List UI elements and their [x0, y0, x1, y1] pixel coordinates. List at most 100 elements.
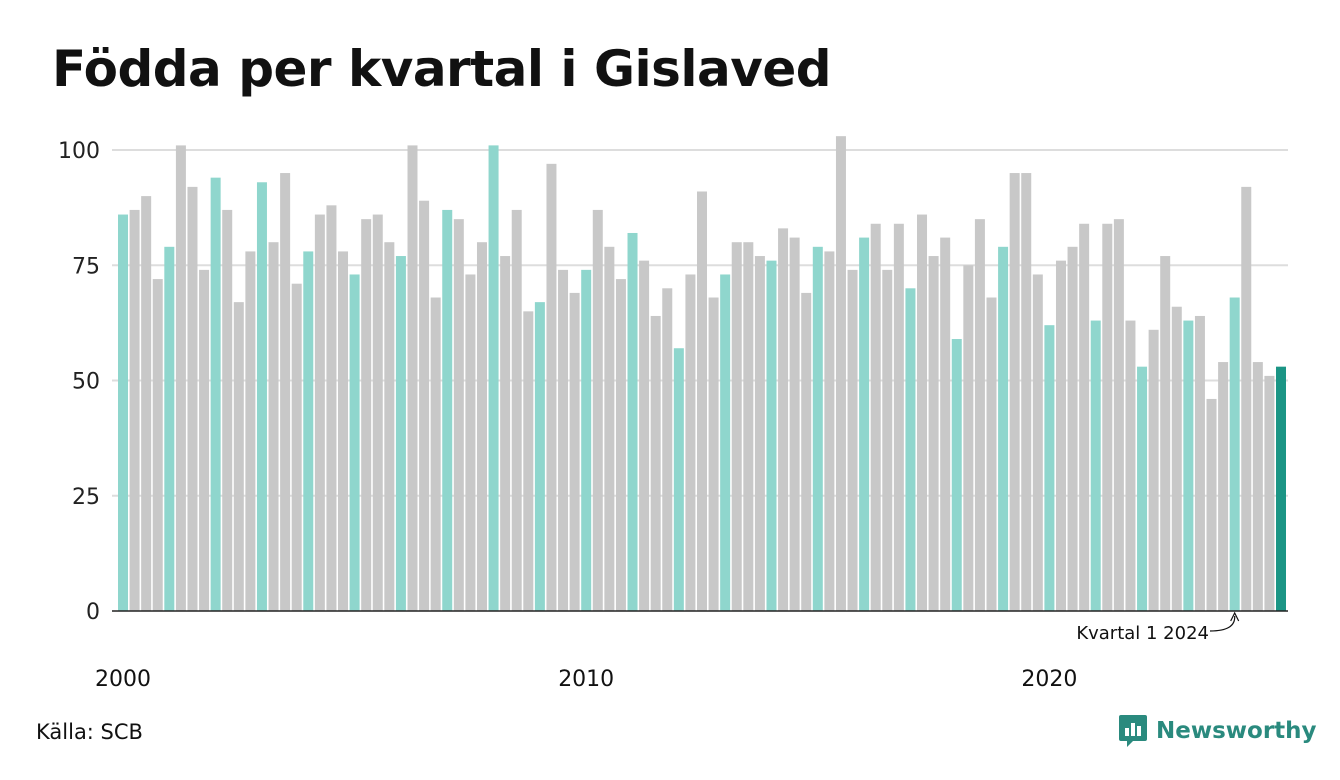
- bar: [1276, 366, 1286, 611]
- bar: [453, 219, 464, 611]
- bar: [893, 223, 904, 611]
- bar: [349, 274, 360, 611]
- bar: [407, 145, 418, 611]
- bar: [766, 260, 777, 611]
- bar: [720, 274, 731, 611]
- bar: [558, 269, 569, 611]
- bar: [1113, 219, 1124, 611]
- bar: [511, 209, 522, 611]
- source-label: Källa: SCB: [36, 720, 143, 744]
- bar: [882, 269, 893, 611]
- bar: [326, 205, 337, 611]
- bar: [175, 145, 186, 611]
- bar: [998, 246, 1009, 611]
- bar: [1160, 256, 1171, 611]
- bar: [1218, 362, 1229, 611]
- bar: [338, 251, 349, 612]
- x-tick-label: 2020: [1021, 667, 1077, 692]
- bar: [199, 269, 210, 611]
- bar: [222, 209, 233, 611]
- bar: [1067, 246, 1078, 611]
- bar: [847, 269, 858, 611]
- bar: [152, 279, 163, 611]
- bar: [1032, 274, 1043, 611]
- bar: [141, 196, 152, 611]
- bar: [233, 302, 244, 611]
- bar: [754, 256, 765, 611]
- bar: [1090, 320, 1101, 611]
- bar: [859, 237, 870, 611]
- y-tick-label: 25: [72, 485, 100, 510]
- bar: [905, 288, 916, 611]
- bar: [442, 209, 453, 611]
- brand-logo[interactable]: Newsworthy: [1118, 714, 1317, 748]
- bar: [384, 242, 395, 611]
- bar: [395, 256, 406, 611]
- bar: [1241, 186, 1252, 611]
- bar: [639, 260, 650, 611]
- bar: [268, 242, 279, 611]
- bar: [476, 242, 487, 611]
- bar: [256, 182, 267, 611]
- bar: [1252, 362, 1263, 611]
- bar: [615, 279, 626, 611]
- bar: [662, 288, 673, 611]
- bar: [1055, 260, 1066, 611]
- bar: [940, 237, 951, 611]
- bar: [430, 297, 441, 611]
- bar: [534, 302, 545, 611]
- bar: [917, 214, 928, 612]
- bar: [627, 232, 638, 612]
- bar: [303, 251, 314, 612]
- bar: [1171, 306, 1182, 611]
- bar: [129, 209, 140, 611]
- bar: [778, 228, 789, 611]
- bar: [824, 251, 835, 612]
- x-tick-label: 2010: [558, 667, 614, 692]
- bar: [685, 274, 696, 611]
- bar: [291, 283, 302, 611]
- y-tick-label: 100: [58, 139, 100, 164]
- bar: [569, 292, 580, 611]
- bar: [546, 163, 557, 611]
- bar: [372, 214, 383, 612]
- bar: [1079, 223, 1090, 611]
- bar: [835, 136, 846, 612]
- y-tick-label: 50: [72, 370, 100, 395]
- bar-chart: 0 25 50 75 100 2000 2010 2020 Kvartal 1 2024: [58, 136, 1288, 692]
- chart-title: Födda per kvartal i Gislaved: [52, 40, 832, 98]
- bar: [1044, 325, 1055, 611]
- bar: [731, 242, 742, 611]
- bar: [314, 214, 325, 612]
- newsworthy-logo-icon: [1119, 715, 1147, 747]
- bar: [465, 274, 476, 611]
- bar: [697, 191, 707, 612]
- bar: [592, 209, 603, 611]
- bar: [581, 269, 592, 611]
- bar: [870, 223, 881, 611]
- bar: [523, 311, 534, 611]
- bar: [361, 219, 372, 611]
- brand-name: Newsworthy: [1156, 718, 1317, 744]
- bar: [1264, 375, 1275, 611]
- bar: [801, 292, 812, 611]
- bar: [1206, 398, 1217, 611]
- annotation-arrow: [1209, 615, 1236, 632]
- bar: [1009, 173, 1020, 612]
- annotation: Kvartal 1 2024: [1076, 611, 1240, 644]
- y-tick-label: 75: [72, 254, 100, 279]
- bar: [708, 297, 719, 611]
- bar: [419, 200, 430, 611]
- bar: [1137, 366, 1148, 611]
- bar: [488, 145, 499, 611]
- bar: [1102, 223, 1113, 611]
- bar: [963, 265, 974, 611]
- bar: [650, 315, 661, 611]
- bar: [974, 219, 985, 611]
- axes: 0 25 50 75 100 2000 2010 2020: [58, 139, 1288, 692]
- bar: [1021, 173, 1032, 612]
- annotation-label: Kvartal 1 2024: [1076, 623, 1209, 644]
- bar: [928, 256, 939, 611]
- bar: [187, 186, 198, 611]
- bar: [743, 242, 754, 611]
